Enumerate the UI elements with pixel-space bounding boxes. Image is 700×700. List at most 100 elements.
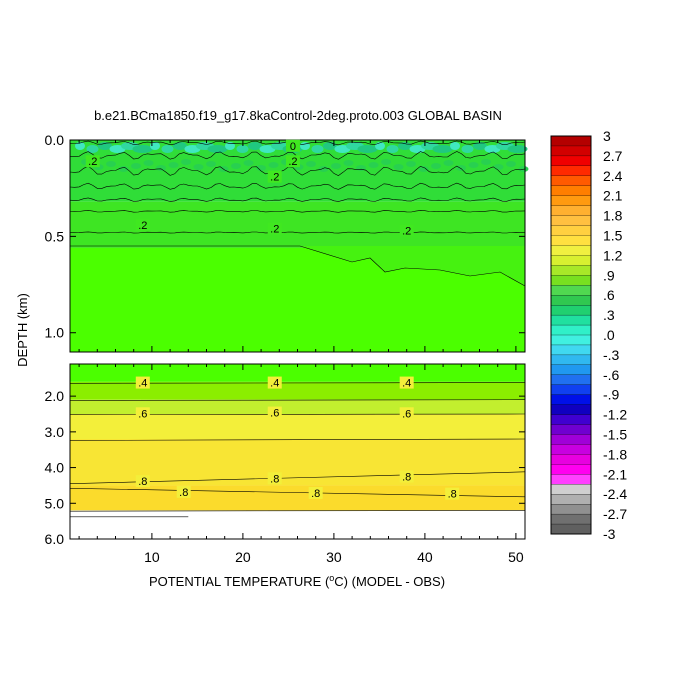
colorbar-label: 1.8 bbox=[603, 208, 623, 224]
surface-anomaly-cell bbox=[494, 164, 504, 170]
colorbar-swatch bbox=[551, 226, 591, 236]
surface-anomaly-cell bbox=[312, 145, 324, 153]
surface-anomaly-cell bbox=[244, 160, 254, 166]
surface-anomaly-cell bbox=[306, 161, 316, 167]
surface-anomaly-cell bbox=[133, 145, 153, 153]
chart-title: b.e21.BCma1850.f19_g17.8kaControl-2deg.p… bbox=[94, 108, 502, 123]
colorbar-swatch bbox=[551, 385, 591, 395]
surface-anomaly-cell bbox=[481, 159, 491, 165]
x-tick-label: 30 bbox=[326, 549, 342, 565]
colorbar-swatch bbox=[551, 514, 591, 524]
colorbar-label: .3 bbox=[603, 307, 615, 323]
surface-anomaly-cell bbox=[387, 145, 399, 153]
colorbar-swatch bbox=[551, 484, 591, 494]
colorbar: 32.72.42.11.81.51.2.9.6.3.0-.3-.6-.9-1.2… bbox=[551, 128, 627, 542]
surface-anomaly-cell bbox=[469, 162, 479, 168]
colorbar-swatch bbox=[551, 156, 591, 166]
surface-anomaly-cell bbox=[331, 163, 341, 169]
colorbar-swatch bbox=[551, 265, 591, 275]
surface-anomaly-cell bbox=[269, 162, 279, 168]
colorbar-label: 3 bbox=[603, 128, 611, 144]
surface-anomaly-cell bbox=[358, 145, 378, 153]
contour-region-lower-9 bbox=[70, 510, 525, 539]
surface-anomaly-cell bbox=[106, 161, 116, 167]
contour-label: .8 bbox=[402, 472, 411, 484]
colorbar-label: -2.7 bbox=[603, 506, 627, 522]
surface-anomaly-cell bbox=[319, 166, 329, 172]
colorbar-label: -1.5 bbox=[603, 427, 627, 443]
contour-label: .4 bbox=[270, 378, 279, 390]
surface-anomaly-cell bbox=[231, 163, 241, 169]
colorbar-swatch bbox=[551, 305, 591, 315]
colorbar-swatch bbox=[551, 285, 591, 295]
contour-label: .8 bbox=[311, 488, 320, 500]
colorbar-swatch bbox=[551, 236, 591, 246]
colorbar-swatch bbox=[551, 435, 591, 445]
surface-anomaly-cell bbox=[156, 165, 166, 171]
x-axis-label: POTENTIAL TEMPERATURE (oC) (MODEL - OBS) bbox=[149, 573, 445, 589]
colorbar-swatch bbox=[551, 315, 591, 325]
contour-label: .4 bbox=[138, 378, 147, 390]
contour-label: .4 bbox=[402, 378, 411, 390]
colorbar-swatch bbox=[551, 415, 591, 425]
y-tick-label: 6.0 bbox=[45, 531, 65, 547]
colorbar-swatch bbox=[551, 365, 591, 375]
y-axis-label: DEPTH (km) bbox=[15, 293, 30, 367]
colorbar-label: 2.4 bbox=[603, 168, 623, 184]
colorbar-label: .6 bbox=[603, 287, 615, 303]
colorbar-swatch bbox=[551, 295, 591, 305]
surface-anomaly-cell bbox=[462, 145, 474, 153]
colorbar-label: 2.7 bbox=[603, 148, 623, 164]
colorbar-label: -1.8 bbox=[603, 446, 627, 462]
surface-anomaly-cell bbox=[344, 160, 354, 166]
y-tick-label: 3.0 bbox=[45, 424, 65, 440]
contour-label: .6 bbox=[402, 408, 411, 420]
colorbar-label: -.9 bbox=[603, 387, 620, 403]
colorbar-swatch bbox=[551, 504, 591, 514]
colorbar-swatch bbox=[551, 355, 591, 365]
colorbar-swatch bbox=[551, 444, 591, 454]
colorbar-swatch bbox=[551, 206, 591, 216]
colorbar-swatch bbox=[551, 176, 591, 186]
contour-label: 0 bbox=[290, 141, 296, 153]
surface-anomaly-cell bbox=[406, 161, 416, 167]
surface-anomaly-cell bbox=[162, 145, 174, 153]
surface-anomaly-cell bbox=[237, 145, 249, 153]
contour-label: .2 bbox=[288, 156, 297, 168]
colorbar-swatch bbox=[551, 325, 591, 335]
surface-anomaly-cell bbox=[381, 159, 391, 165]
contour-label: .2 bbox=[138, 220, 147, 232]
colorbar-swatch bbox=[551, 395, 591, 405]
colorbar-swatch bbox=[551, 136, 591, 146]
x-tick-label: 50 bbox=[508, 549, 524, 565]
surface-anomaly-cell bbox=[169, 162, 179, 168]
colorbar-label: -1.2 bbox=[603, 407, 627, 423]
surface-anomaly-cell bbox=[431, 163, 441, 169]
colorbar-label: -.3 bbox=[603, 347, 620, 363]
contour-label: .6 bbox=[138, 408, 147, 420]
colorbar-label: 1.5 bbox=[603, 228, 623, 244]
y-tick-label: 4.0 bbox=[45, 460, 65, 476]
surface-anomaly-cell bbox=[144, 160, 154, 166]
surface-anomaly-cell bbox=[444, 160, 454, 166]
contour-label: .6 bbox=[270, 408, 279, 420]
surface-anomaly-cell bbox=[208, 145, 228, 153]
colorbar-swatch bbox=[551, 464, 591, 474]
colorbar-swatch bbox=[551, 524, 591, 534]
colorbar-label: .9 bbox=[603, 267, 615, 283]
colorbar-swatch bbox=[551, 186, 591, 196]
y-tick-label: 0.5 bbox=[45, 228, 65, 244]
colorbar-swatch bbox=[551, 474, 591, 484]
surface-anomaly-cell bbox=[433, 145, 453, 153]
colorbar-label: .0 bbox=[603, 327, 615, 343]
surface-anomaly-cell bbox=[450, 142, 460, 150]
colorbar-swatch bbox=[551, 196, 591, 206]
contour-label: .2 bbox=[402, 226, 411, 238]
colorbar-swatch bbox=[551, 375, 591, 385]
colorbar-swatch bbox=[551, 345, 591, 355]
surface-anomaly-cell bbox=[369, 162, 379, 168]
contour-label: .2 bbox=[270, 172, 279, 184]
surface-anomaly-cell bbox=[394, 164, 404, 170]
y-tick-label: 2.0 bbox=[45, 388, 65, 404]
surface-anomaly-cell bbox=[181, 159, 191, 165]
